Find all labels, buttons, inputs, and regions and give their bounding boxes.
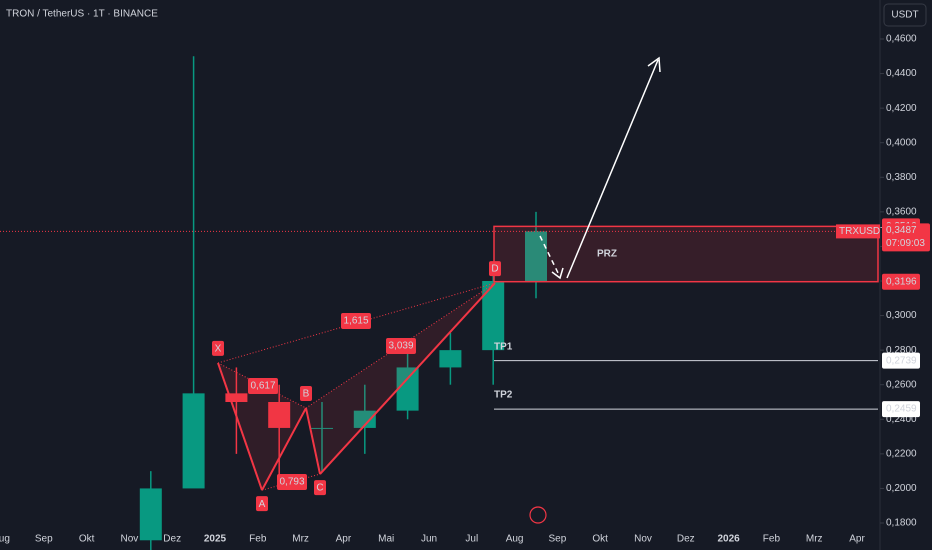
x-tick-label: Nov (634, 534, 652, 545)
candle-body (396, 367, 419, 411)
target-price: 0,2459 (886, 404, 917, 415)
y-tick-label: 0,2600 (886, 379, 917, 390)
x-tick-label: Mrz (292, 534, 309, 545)
projection-arrow (566, 59, 659, 279)
pattern-point-box (489, 261, 501, 277)
countdown: 07:09:03 (886, 238, 925, 249)
y-tick-label: 0,4200 (886, 103, 917, 114)
candle-body (225, 393, 248, 402)
y-tick-label: 0,2800 (886, 345, 917, 356)
x-tick-label: Aug (506, 534, 524, 545)
candle-body (311, 427, 333, 429)
pattern-point-box (256, 496, 268, 512)
last-price: 0,3487 (886, 225, 917, 236)
candle-body (439, 350, 462, 368)
pattern-leg (217, 362, 263, 491)
pattern-point-box (314, 480, 326, 496)
y-tick-label: 0,3600 (886, 206, 917, 217)
prz-label: PRZ (597, 249, 617, 260)
x-tick-label: Feb (249, 534, 267, 545)
ratio-label: 0,617 (250, 381, 275, 392)
pattern-leg (319, 282, 496, 475)
x-tick-label: Sep (549, 534, 567, 545)
ratio-label: 0,793 (279, 477, 304, 488)
y-tick-label: 0,2000 (886, 483, 917, 494)
x-tick-label: 2026 (717, 534, 740, 545)
pattern-point-label: D (491, 264, 498, 275)
target-price-box (882, 352, 920, 369)
pattern-point-label: B (303, 389, 310, 400)
ratio-label: 1,615 (343, 316, 368, 327)
candle-body (268, 402, 291, 428)
x-tick-label: Dez (163, 534, 181, 545)
y-tick-label: 0,3800 (886, 172, 917, 183)
currency-box[interactable] (883, 3, 927, 27)
ratio-label: 3,039 (388, 341, 413, 352)
pattern-point-label: C (316, 483, 323, 494)
x-tick-label: Dez (677, 534, 695, 545)
y-tick-label: 0,4000 (886, 137, 917, 148)
ratio-box (341, 313, 371, 329)
symbol-label: TRXUSDT (839, 226, 886, 237)
x-tick-label: Okt (79, 534, 95, 545)
projection-arrowhead (647, 56, 661, 73)
chart-title: TRON / TetherUS · 1T · BINANCE (6, 9, 158, 20)
candle-body (139, 488, 162, 541)
pattern-point-label: A (259, 499, 266, 510)
y-tick-label: 0,2400 (886, 414, 917, 425)
pattern-point-box (212, 340, 224, 356)
pullback-arrow (539, 235, 561, 278)
pullback-arrowhead (551, 267, 564, 280)
target-price: 0,2739 (886, 355, 917, 366)
pattern-leg (305, 407, 321, 475)
x-tick-label: Apr (849, 534, 865, 545)
x-tick-label: Okt (592, 534, 608, 545)
prz-zone (493, 225, 879, 283)
target-label: TP2 (494, 390, 513, 401)
ratio-box (248, 378, 278, 394)
y-tick-label: 0,4600 (886, 34, 917, 45)
symbol-box (836, 224, 880, 239)
pattern-leg (261, 407, 307, 491)
x-tick-label: Jul (465, 534, 478, 545)
pattern-fill (218, 362, 306, 491)
x-tick-label: Feb (763, 534, 781, 545)
y-tick-label: 0,2200 (886, 448, 917, 459)
target-label: TP1 (494, 341, 513, 352)
x-tick-label: Nov (121, 534, 139, 545)
x-tick-label: Mrz (806, 534, 823, 545)
candle-body (482, 281, 505, 351)
flash-icon[interactable] (529, 506, 547, 524)
candle-body (353, 410, 376, 428)
x-tick-label: Jun (421, 534, 437, 545)
pattern-point-label: X (215, 344, 222, 355)
x-tick-label: Apr (336, 534, 352, 545)
currency[interactable]: USDT (891, 10, 918, 21)
ratio-box (277, 474, 307, 490)
x-tick-label: Aug (0, 534, 10, 545)
y-tick-label: 0,1800 (886, 518, 917, 529)
candle-body (182, 393, 205, 489)
last-price-box (882, 223, 930, 252)
x-tick-label: Mai (378, 534, 394, 545)
y-tick-label: 0,4400 (886, 68, 917, 79)
candle-body (525, 231, 547, 281)
target-price-box (882, 401, 920, 418)
x-tick-label: Sep (35, 534, 53, 545)
zone-price: 0,3196 (886, 276, 917, 287)
y-tick-label: 0,3000 (886, 310, 917, 321)
ratio-box (386, 338, 416, 354)
zone-price-box (882, 273, 920, 290)
x-tick-label: 2025 (204, 534, 227, 545)
pattern-fill (306, 283, 495, 475)
pattern-point-box (300, 386, 312, 402)
